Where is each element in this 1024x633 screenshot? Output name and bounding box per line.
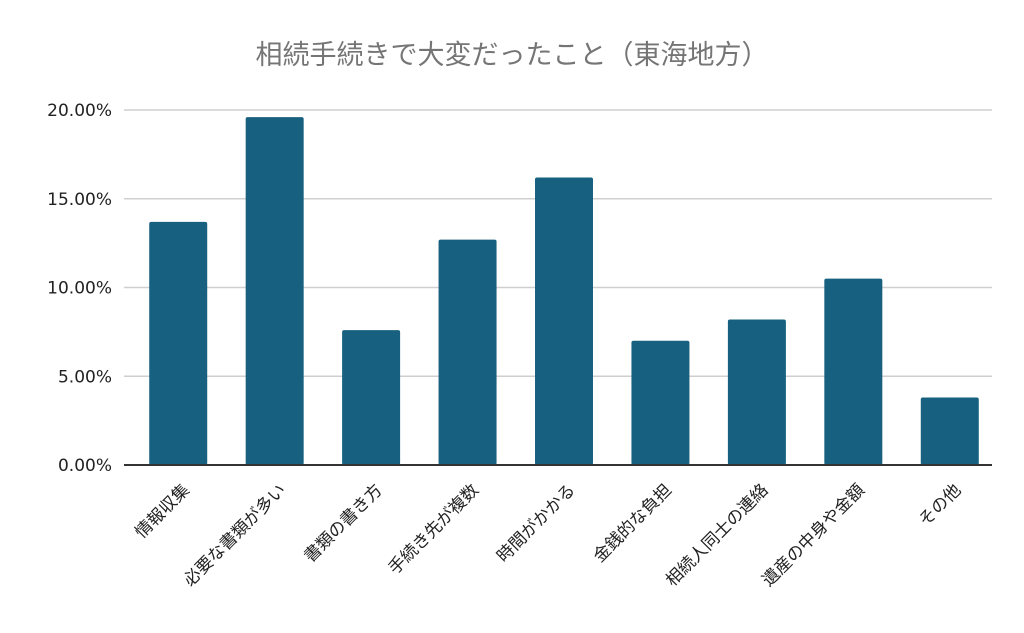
y-tick-label: 20.00% [47, 101, 112, 121]
x-category-label: 必要な書類が多い [180, 480, 290, 590]
x-category-label: 手続き先が複数 [385, 480, 483, 578]
x-category-label: 時間がかかる [493, 480, 579, 566]
bar [920, 397, 979, 465]
bar [149, 221, 208, 465]
y-tick-label: 15.00% [47, 190, 112, 210]
bar [342, 330, 401, 465]
bar [535, 177, 593, 465]
x-category-label: 金銭的な負担 [590, 480, 676, 566]
y-tick-label: 5.00% [58, 367, 112, 387]
y-tick-label: 10.00% [47, 279, 112, 299]
x-category-label: 相続人同士の連絡 [662, 480, 772, 590]
bar [245, 117, 304, 465]
bar [438, 239, 497, 465]
x-category-label: 遺産の中身や金額 [759, 480, 869, 590]
x-category-label: その他 [915, 480, 965, 530]
y-axis-tick-labels: 0.00% 5.00% 10.00% 15.00% 20.00% [47, 101, 112, 476]
chart-title: 相続手続きで大変だったこと（東海地方） [256, 40, 769, 71]
x-category-label: 書類の書き方 [300, 480, 386, 566]
bar [727, 319, 786, 465]
bar [631, 340, 690, 465]
bars [149, 117, 979, 465]
bar [824, 278, 883, 465]
x-category-label: 情報収集 [132, 480, 194, 542]
y-tick-label: 0.00% [58, 456, 112, 476]
